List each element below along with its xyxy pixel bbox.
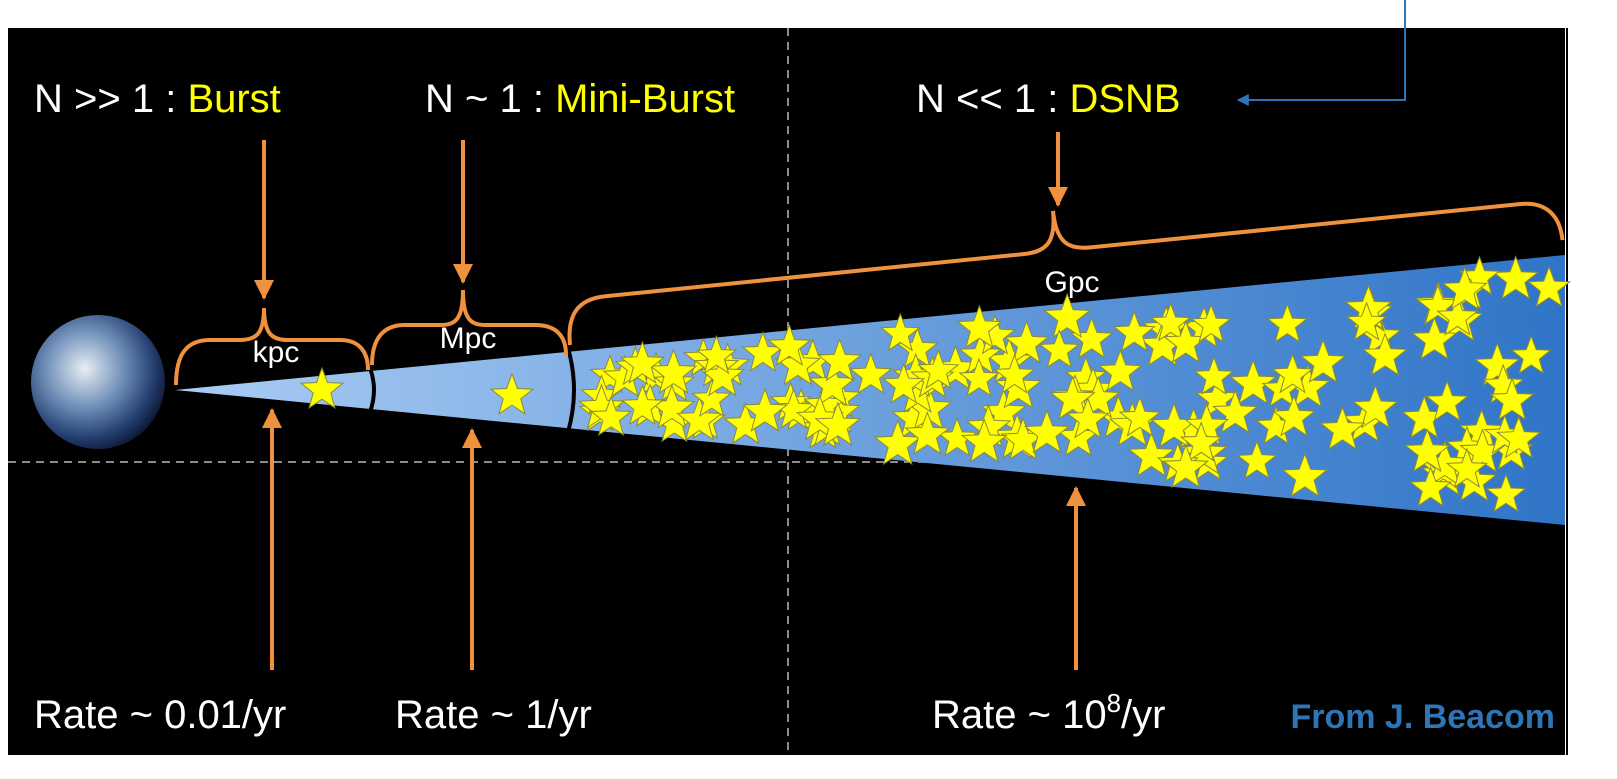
scale-label: kpc: [253, 336, 300, 369]
regime-name: Burst: [187, 77, 280, 121]
regime-name: DSNB: [1069, 77, 1180, 121]
regime-name: Mini-Burst: [555, 77, 735, 121]
rate-unit: /yr: [1121, 693, 1165, 737]
regime-condition: N ~ 1 :: [425, 77, 544, 121]
rate-label: Rate ~ 0.01/yr: [34, 693, 286, 737]
credit: From J. Beacom: [1290, 698, 1555, 736]
rate-exponent: 8: [1107, 688, 1121, 718]
rate-base: Rate ~ 10: [932, 693, 1107, 737]
regime-label: N << 1 : DSNB: [916, 77, 1181, 121]
scale-label: Mpc: [440, 322, 497, 355]
regime-condition: N >> 1 :: [34, 77, 176, 121]
diagram: N >> 1 : Burst N ~ 1 : Mini-Burst N << 1…: [0, 0, 1617, 779]
regime-label: N ~ 1 : Mini-Burst: [425, 77, 735, 121]
rate-label: Rate ~ 1/yr: [395, 693, 592, 737]
scale-label: Gpc: [1044, 266, 1099, 299]
earth: [31, 315, 165, 449]
regime-label: N >> 1 : Burst: [34, 77, 281, 121]
regime-condition: N << 1 :: [916, 77, 1058, 121]
rate-label: Rate ~ 108/yr: [932, 688, 1165, 737]
